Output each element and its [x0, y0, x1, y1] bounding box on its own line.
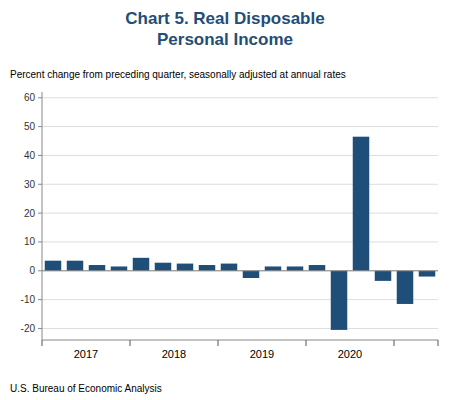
x-axis: 2017 2018 2019 2020	[42, 340, 438, 360]
title: Chart 5. Real Disposable Personal Income	[125, 9, 324, 49]
bar	[221, 264, 238, 271]
y-tick	[38, 97, 42, 98]
y-tick-label: 10	[24, 236, 36, 247]
y-tick-label: 50	[24, 121, 36, 132]
grid-line	[42, 241, 438, 242]
bar	[133, 258, 150, 271]
grid-line	[42, 184, 438, 185]
x-tick-label: 2020	[338, 348, 362, 360]
y-tick	[38, 328, 42, 329]
title-line: Personal Income	[157, 30, 293, 49]
bar	[243, 271, 260, 278]
zero-line	[42, 270, 438, 271]
bar	[177, 264, 194, 271]
grid-line	[42, 155, 438, 156]
y-tick-label: -20	[21, 323, 36, 334]
y-tick	[38, 126, 42, 127]
bar	[309, 265, 326, 271]
y-tick-label: 30	[24, 179, 36, 190]
y-tick	[38, 241, 42, 242]
bar	[353, 137, 370, 271]
grid-line	[42, 270, 438, 271]
y-tick	[38, 184, 42, 185]
group-separator	[306, 340, 307, 346]
y-tick-label: 60	[24, 92, 36, 103]
group-separator	[42, 340, 43, 346]
x-axis-line	[42, 340, 438, 341]
group-separator	[218, 340, 219, 346]
bar	[155, 263, 172, 271]
grid-line	[42, 299, 438, 300]
group-separator	[394, 340, 395, 346]
y-tick	[38, 213, 42, 214]
bars	[45, 137, 436, 330]
y-tick-label: -10	[21, 294, 36, 305]
bar	[199, 265, 216, 271]
source: U.S. Bureau of Economic Analysis	[10, 383, 162, 394]
bar	[89, 265, 106, 271]
y-tick	[38, 299, 42, 300]
bar	[375, 271, 392, 281]
y-axis-line	[42, 92, 43, 340]
grid-line	[42, 328, 438, 329]
group-separator	[130, 340, 131, 346]
bar	[45, 261, 62, 271]
y-tick-label: 40	[24, 150, 36, 161]
grid-line	[42, 97, 438, 98]
chart: Chart 5. Real Disposable Personal Income P…	[0, 0, 450, 400]
grid-line	[42, 213, 438, 214]
x-tick-label: 2017	[74, 348, 98, 360]
bar	[287, 266, 304, 270]
group-separator	[438, 340, 439, 346]
bar	[331, 271, 348, 330]
y-tick	[38, 155, 42, 156]
y-tick-label: 0	[29, 265, 35, 276]
y-tick-label: 20	[24, 208, 36, 219]
y-tick	[38, 270, 42, 271]
bar	[265, 266, 282, 270]
bar	[397, 271, 414, 304]
x-tick-label: 2019	[250, 348, 274, 360]
bar	[111, 266, 128, 270]
grid-line	[42, 126, 438, 127]
title-line: Chart 5. Real Disposable	[125, 9, 324, 28]
subtitle: Percent change from preceding quarter, s…	[10, 69, 346, 80]
bar	[67, 261, 84, 271]
bar	[419, 271, 436, 277]
y-axis: -20 -10 0 10 20 30 40 50 60	[21, 92, 438, 340]
x-tick-label: 2018	[162, 348, 186, 360]
